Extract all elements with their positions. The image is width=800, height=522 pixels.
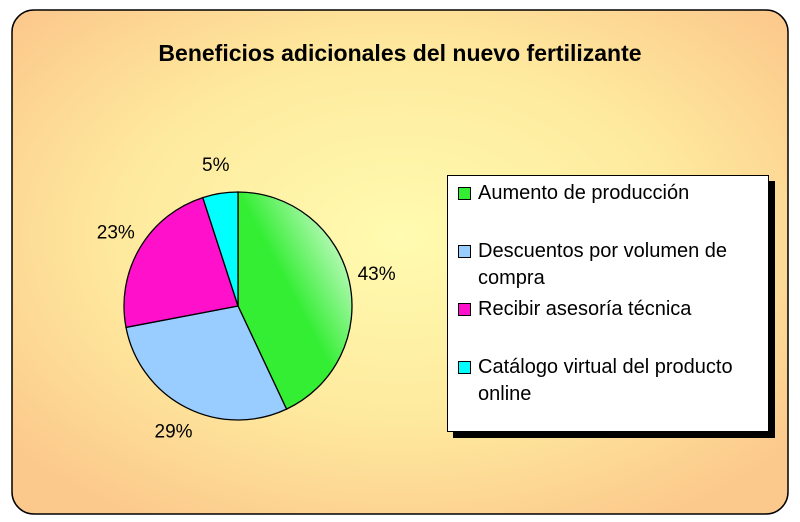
pie-slice bbox=[123, 196, 239, 329]
data-label: 23% bbox=[97, 223, 135, 244]
data-label: 5% bbox=[202, 155, 230, 176]
legend-label: Recibir asesoría técnica bbox=[478, 298, 692, 320]
legend-swatch bbox=[458, 245, 471, 258]
legend-swatch bbox=[458, 187, 471, 200]
legend-swatch bbox=[458, 361, 471, 374]
legend: Aumento de producción Descuentos por volu… bbox=[447, 175, 769, 432]
legend-label: Descuentos por volumen de compra bbox=[478, 240, 728, 289]
legend-swatch bbox=[458, 303, 471, 316]
chart-title: Beneficios adicionales del nuevo fertili… bbox=[158, 40, 641, 66]
legend-label: Catálogo virtual del producto online bbox=[478, 356, 733, 405]
data-label: 29% bbox=[155, 422, 193, 443]
pie-slice bbox=[201, 191, 239, 307]
data-label: 43% bbox=[358, 264, 396, 285]
pie-slice bbox=[125, 305, 288, 421]
legend-item: Aumento de producción bbox=[458, 180, 760, 238]
pie-slice bbox=[237, 191, 353, 411]
legend-item: Descuentos por volumen de compra bbox=[458, 238, 760, 296]
legend-item: Recibir asesoría técnica bbox=[458, 296, 760, 354]
legend-label: Aumento de producción bbox=[478, 182, 690, 204]
legend-item: Catálogo virtual del producto online bbox=[458, 354, 760, 412]
